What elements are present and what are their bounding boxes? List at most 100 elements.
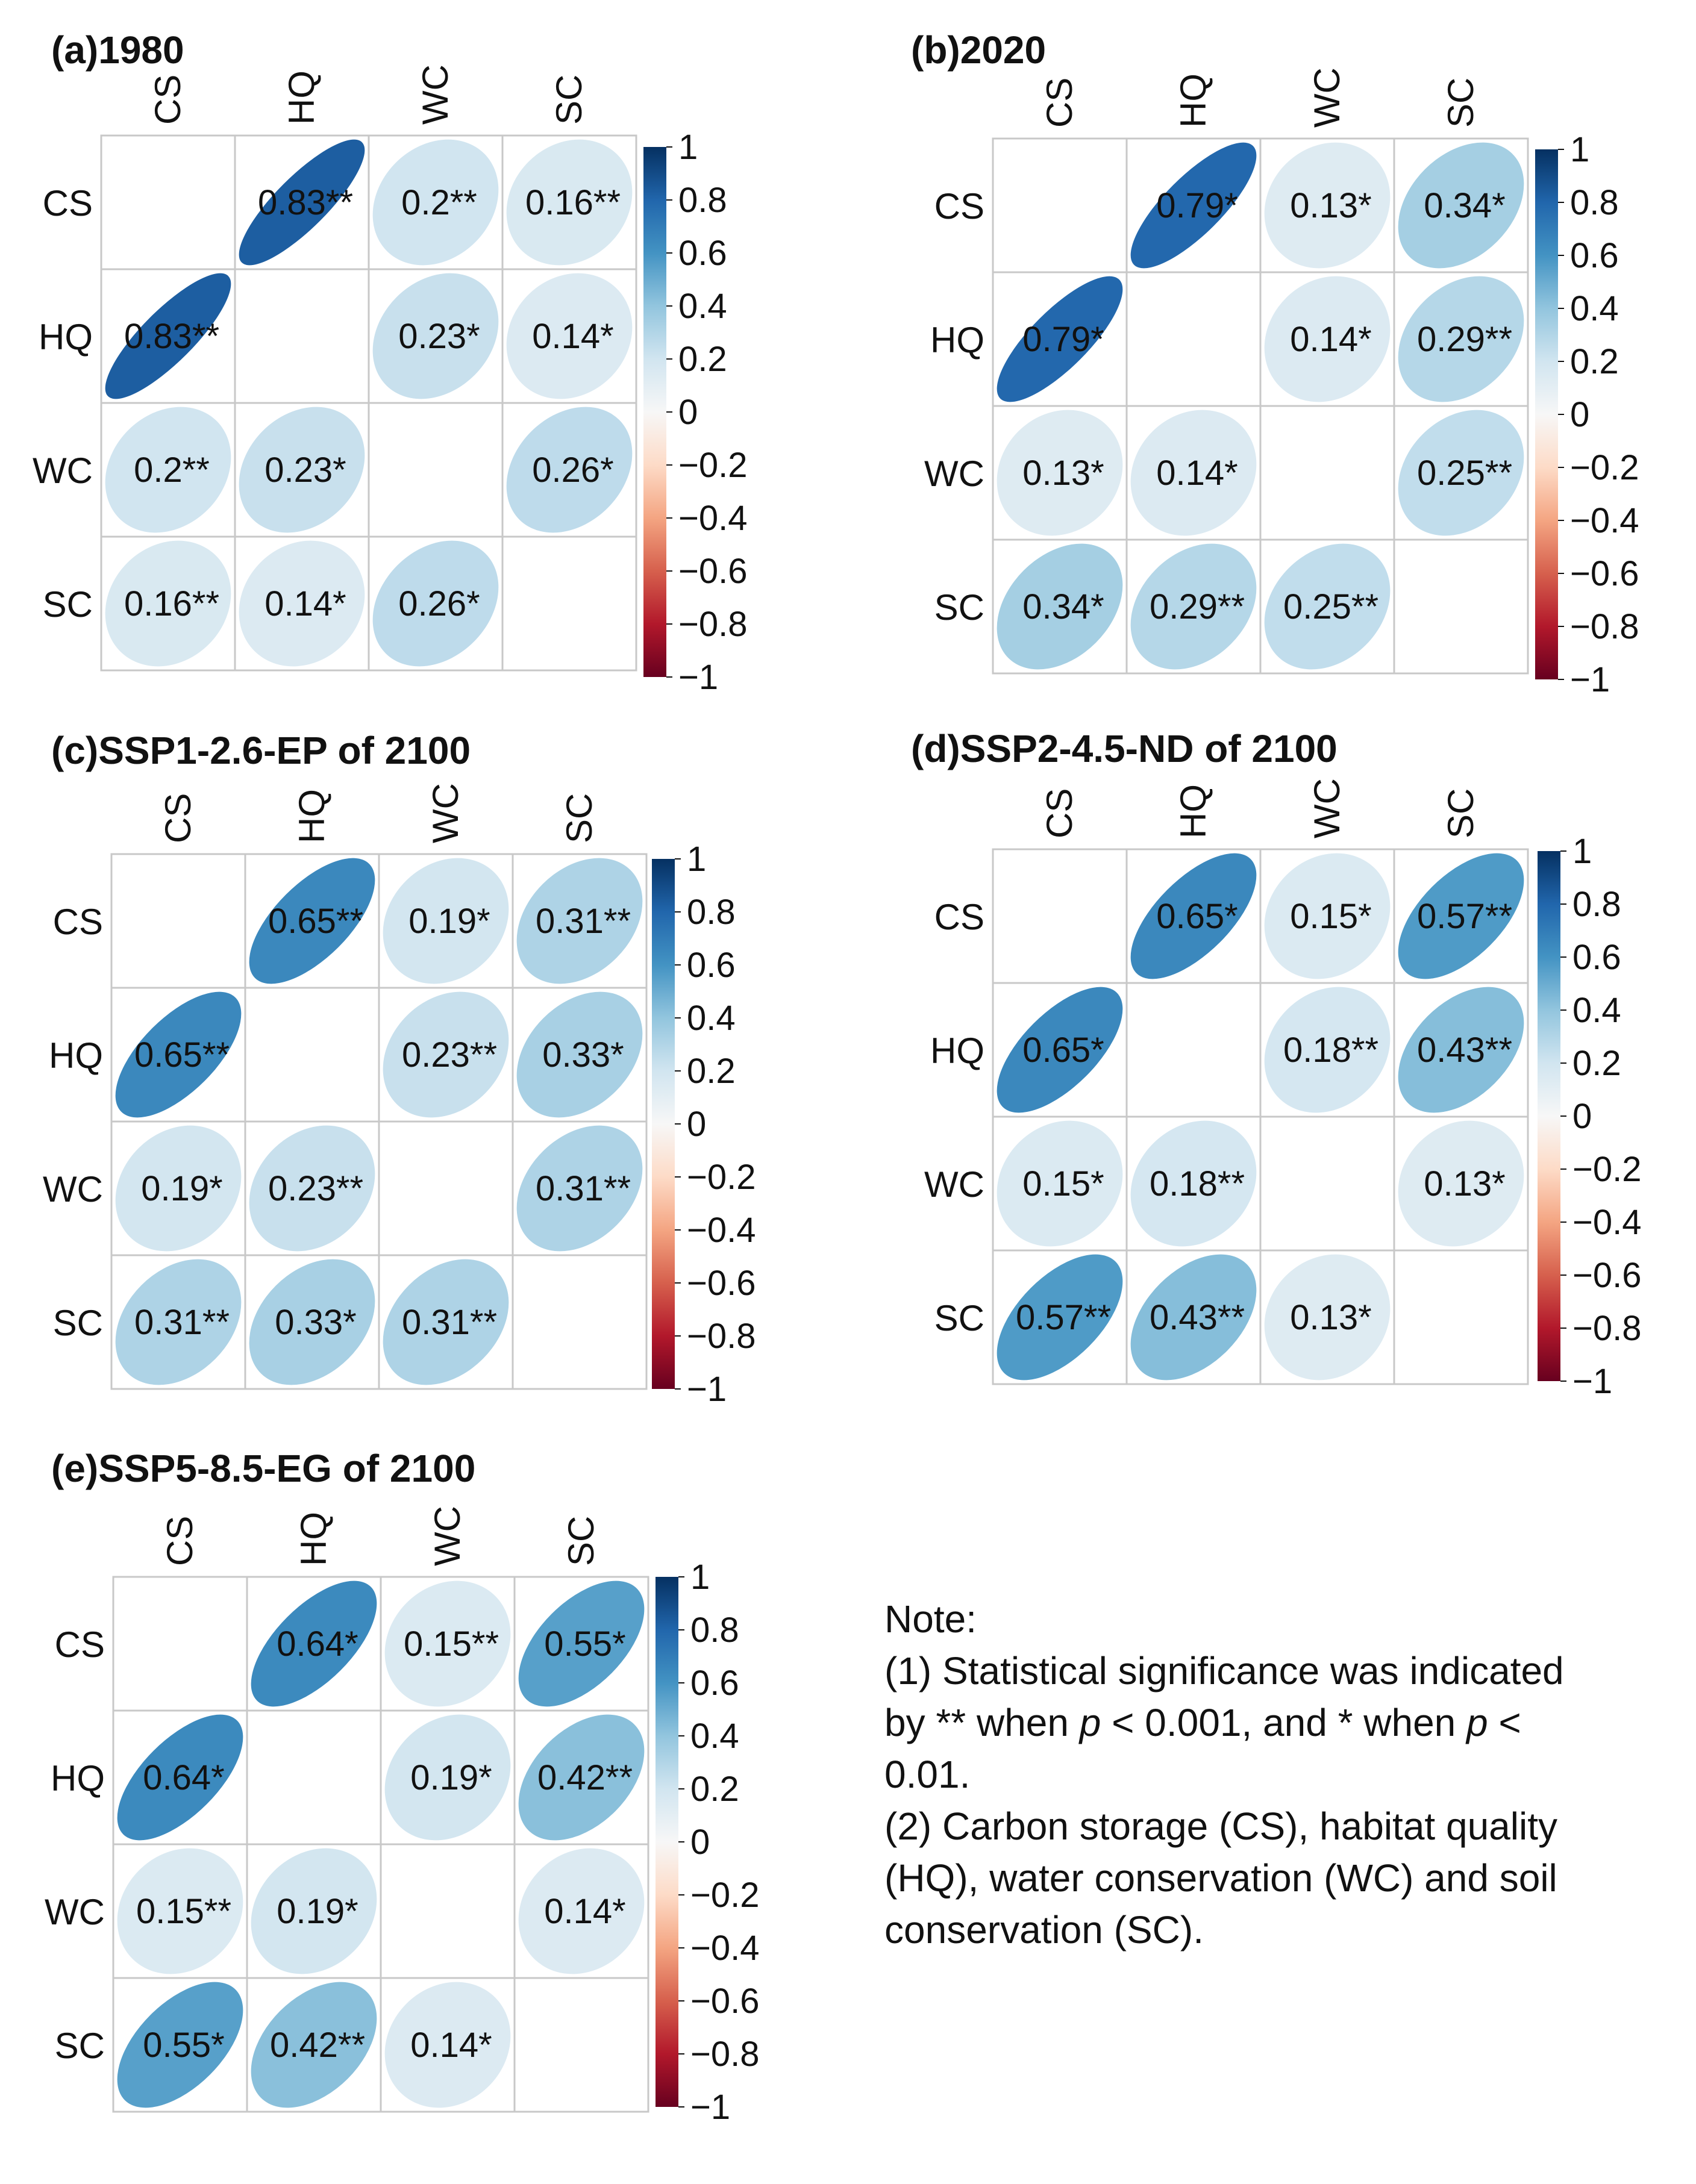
colorbar-tick-label: −1 (690, 2088, 730, 2127)
correlation-label: 0.43** (1417, 1031, 1512, 1070)
correlation-ellipse (1264, 853, 1391, 979)
correlation-label: 0.15** (136, 1892, 231, 1931)
correlation-label: 0.55* (544, 1624, 625, 1664)
colorbar-tick-label: 0.2 (1572, 1044, 1621, 1083)
correlation-panel: (a)1980 0.83** 0.2** 0.16** 0.83** 0.23* 0.14*… (33, 28, 747, 697)
column-label: CS (148, 75, 188, 125)
correlation-label: 0.31** (134, 1303, 230, 1342)
correlation-ellipse (1264, 276, 1391, 402)
grid-cell (992, 848, 1128, 984)
correlation-ellipse (516, 1125, 643, 1252)
correlation-ellipse (1130, 1120, 1257, 1247)
correlation-label: 0.14* (410, 2026, 492, 2065)
panel-title: (e)SSP5-8.5-EG of 2100 (51, 1447, 475, 1490)
grid-cell (368, 402, 504, 538)
correlation-label: 0.15* (1022, 1164, 1104, 1203)
correlation-ellipse (1264, 543, 1391, 670)
row-label: SC (934, 587, 984, 628)
colorbar-tick-label: 0.8 (690, 1611, 739, 1650)
correlation-label: 0.42** (537, 1758, 633, 1797)
colorbar-tick-label: 0.6 (1572, 938, 1621, 977)
correlation-ellipse (997, 1254, 1123, 1381)
correlation-label: 0.18** (1283, 1031, 1378, 1070)
correlation-ellipse (239, 540, 365, 667)
row-label: CS (934, 897, 984, 937)
grid-cell (110, 853, 246, 989)
grid-cell (513, 1977, 649, 2113)
colorbar-tick-label: −0.6 (678, 552, 748, 591)
correlation-label: 0.31** (402, 1303, 497, 1342)
colorbar-tick-label: 0.4 (678, 287, 727, 326)
correlation-label: 0.33* (542, 1035, 624, 1075)
correlation-label: 0.13* (1424, 1164, 1505, 1203)
correlation-ellipse (115, 991, 242, 1118)
correlation-label: 0.31** (536, 1169, 631, 1208)
row-label: SC (55, 2026, 105, 2066)
column-label: SC (549, 75, 589, 125)
colorbar-tick-label: −0.2 (1572, 1150, 1642, 1189)
colorbar-tick-label: −0.4 (687, 1211, 756, 1250)
correlation-ellipse (384, 1580, 511, 1707)
p-symbol: p (1079, 1701, 1101, 1744)
row-label: HQ (49, 1035, 103, 1076)
column-label: SC (559, 793, 599, 843)
colorbar-tick-label: 0.6 (687, 946, 736, 985)
correlation-ellipse (249, 1259, 375, 1385)
colorbar-tick-label: 1 (687, 840, 706, 879)
note-line-2: by ** when p < 0.001, and * when p < (884, 1701, 1521, 1744)
correlation-ellipse (997, 410, 1123, 536)
correlation-ellipse (105, 407, 231, 533)
correlation-ellipse (1130, 543, 1257, 670)
row-label: SC (43, 584, 93, 625)
correlation-panel: (b)2020 0.79* 0.13* 0.34* 0.79* 0.14* 0.29** 0.… (911, 28, 1639, 699)
row-label: WC (924, 454, 984, 494)
note-line-6: conservation (SC). (884, 1908, 1204, 1952)
correlation-ellipse (516, 991, 643, 1118)
colorbar-tick-label: −0.8 (687, 1317, 756, 1356)
grid-cell (1259, 405, 1395, 541)
column-label: CS (1039, 788, 1080, 838)
correlation-ellipse (384, 1714, 511, 1841)
correlation-label: 0.14* (532, 317, 613, 356)
colorbar-tick-label: −0.4 (1570, 501, 1639, 540)
colorbar-tick-label: 1 (678, 128, 698, 167)
colorbar-tick-label: 0.6 (678, 234, 727, 273)
correlation-ellipse (506, 139, 633, 266)
correlation-ellipse (115, 1259, 242, 1385)
correlation-label: 0.29** (1417, 320, 1512, 359)
correlation-label: 0.65* (1022, 1031, 1104, 1070)
correlation-ellipse (383, 1259, 509, 1385)
correlation-ellipse (251, 1982, 377, 2108)
correlation-label: 0.42** (270, 2026, 365, 2065)
correlation-ellipse (239, 139, 365, 266)
column-label: SC (1441, 78, 1481, 128)
colorbar-tick-label: 0.8 (687, 893, 736, 932)
correlation-ellipse (1398, 853, 1524, 979)
column-label: WC (1307, 778, 1347, 838)
grid-cell (234, 268, 370, 404)
row-label: CS (43, 183, 93, 223)
correlation-label: 0.83** (124, 317, 219, 356)
correlation-ellipse (249, 1125, 375, 1252)
correlation-ellipse (383, 991, 509, 1118)
correlation-label: 0.34* (1424, 186, 1505, 225)
column-label: WC (427, 1506, 468, 1566)
correlation-label: 0.26* (532, 451, 613, 490)
correlation-ellipse (372, 540, 499, 667)
correlation-ellipse (1130, 1254, 1257, 1381)
note-heading: Note: (884, 1597, 977, 1641)
column-label: HQ (293, 1512, 334, 1566)
correlation-panel: (e)SSP5-8.5-EG of 2100 0.64* 0.15** 0.55* 0.… (45, 1447, 760, 2127)
colorbar-tick-label: −0.4 (678, 499, 748, 538)
grid-cell (1259, 1115, 1395, 1252)
correlation-label: 0.14* (1156, 454, 1238, 493)
colorbar-tick-label: −0.6 (690, 1982, 760, 2021)
grid-cell (1393, 1249, 1529, 1385)
colorbar-tick-label: −1 (687, 1370, 727, 1409)
correlation-ellipse (1264, 142, 1391, 269)
correlation-label: 0.65* (1156, 897, 1238, 936)
correlation-label: 0.19* (141, 1169, 222, 1208)
correlation-label: 0.23** (268, 1169, 363, 1208)
column-label: WC (1307, 67, 1347, 128)
